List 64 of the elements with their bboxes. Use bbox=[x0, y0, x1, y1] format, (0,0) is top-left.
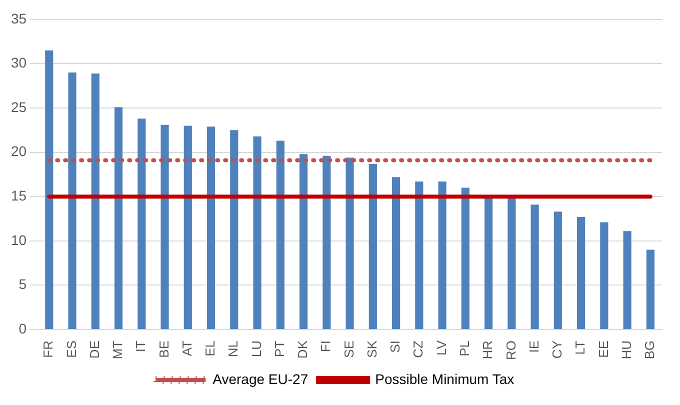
y-tick-label: 35 bbox=[10, 10, 27, 26]
bar bbox=[392, 177, 400, 329]
y-tick-label: 15 bbox=[10, 187, 27, 204]
bar bbox=[184, 126, 192, 329]
x-tick-label: FR bbox=[40, 340, 56, 358]
bar bbox=[461, 188, 470, 329]
x-tick-label: AT bbox=[179, 340, 194, 356]
bar bbox=[415, 182, 424, 329]
bar bbox=[623, 231, 632, 329]
y-tick-label: 0 bbox=[18, 320, 27, 336]
bar bbox=[346, 158, 354, 329]
x-tick-label: LT bbox=[572, 340, 588, 355]
bar bbox=[646, 250, 654, 329]
bar bbox=[600, 222, 608, 329]
x-tick-label: LU bbox=[248, 340, 264, 358]
x-tick-label: ES bbox=[64, 340, 79, 358]
x-tick-label: CZ bbox=[410, 340, 426, 358]
y-tick-label: 25 bbox=[10, 98, 27, 115]
bar bbox=[276, 140, 284, 329]
x-tick-label: BE bbox=[156, 340, 172, 358]
bar bbox=[138, 118, 146, 329]
bar bbox=[508, 196, 516, 329]
bar bbox=[368, 164, 377, 329]
x-tick-label: PL bbox=[457, 340, 472, 356]
x-tick-label: IE bbox=[526, 340, 542, 353]
bar bbox=[322, 156, 331, 329]
x-tick-label: LV bbox=[434, 340, 449, 356]
x-tick-label: HR bbox=[480, 340, 496, 360]
y-tick-label: 5 bbox=[18, 276, 27, 292]
x-tick-label: DK bbox=[295, 340, 310, 359]
x-tick-label: MT bbox=[110, 340, 126, 360]
x-tick-label: FI bbox=[318, 340, 334, 352]
x-tick-label: SE bbox=[341, 340, 356, 358]
x-tick-label: EE bbox=[596, 340, 611, 358]
x-tick-label: EL bbox=[202, 340, 218, 356]
bar bbox=[68, 72, 76, 329]
bar bbox=[438, 182, 446, 329]
bar bbox=[45, 50, 54, 329]
bar bbox=[206, 126, 216, 329]
bar bbox=[577, 216, 586, 329]
bar bbox=[253, 136, 262, 329]
x-tick-label: RO bbox=[503, 340, 518, 360]
bar bbox=[114, 107, 123, 329]
x-tick-label: BG bbox=[642, 340, 658, 360]
bar bbox=[299, 154, 308, 329]
bar bbox=[91, 73, 100, 329]
x-tick-label: DE bbox=[86, 340, 102, 359]
bar bbox=[230, 130, 238, 329]
bar bbox=[530, 204, 539, 329]
bar bbox=[160, 124, 169, 329]
x-tick-label: HU bbox=[618, 340, 634, 360]
y-tick-label: 10 bbox=[10, 232, 27, 248]
x-tick-label: SI bbox=[388, 340, 403, 353]
bar bbox=[484, 196, 493, 329]
x-tick-label: SK bbox=[364, 340, 380, 358]
x-tick-label: CY bbox=[550, 340, 565, 359]
y-tick-label: 30 bbox=[10, 54, 27, 71]
x-tick-label: NL bbox=[226, 340, 241, 358]
legend-label: Average EU-27 bbox=[212, 370, 308, 387]
y-tick-label: 20 bbox=[10, 143, 27, 160]
bar bbox=[554, 212, 562, 329]
x-tick-label: IT bbox=[133, 340, 148, 352]
legend-label: Possible Minimum Tax bbox=[375, 370, 514, 387]
x-tick-label: PT bbox=[272, 340, 287, 358]
